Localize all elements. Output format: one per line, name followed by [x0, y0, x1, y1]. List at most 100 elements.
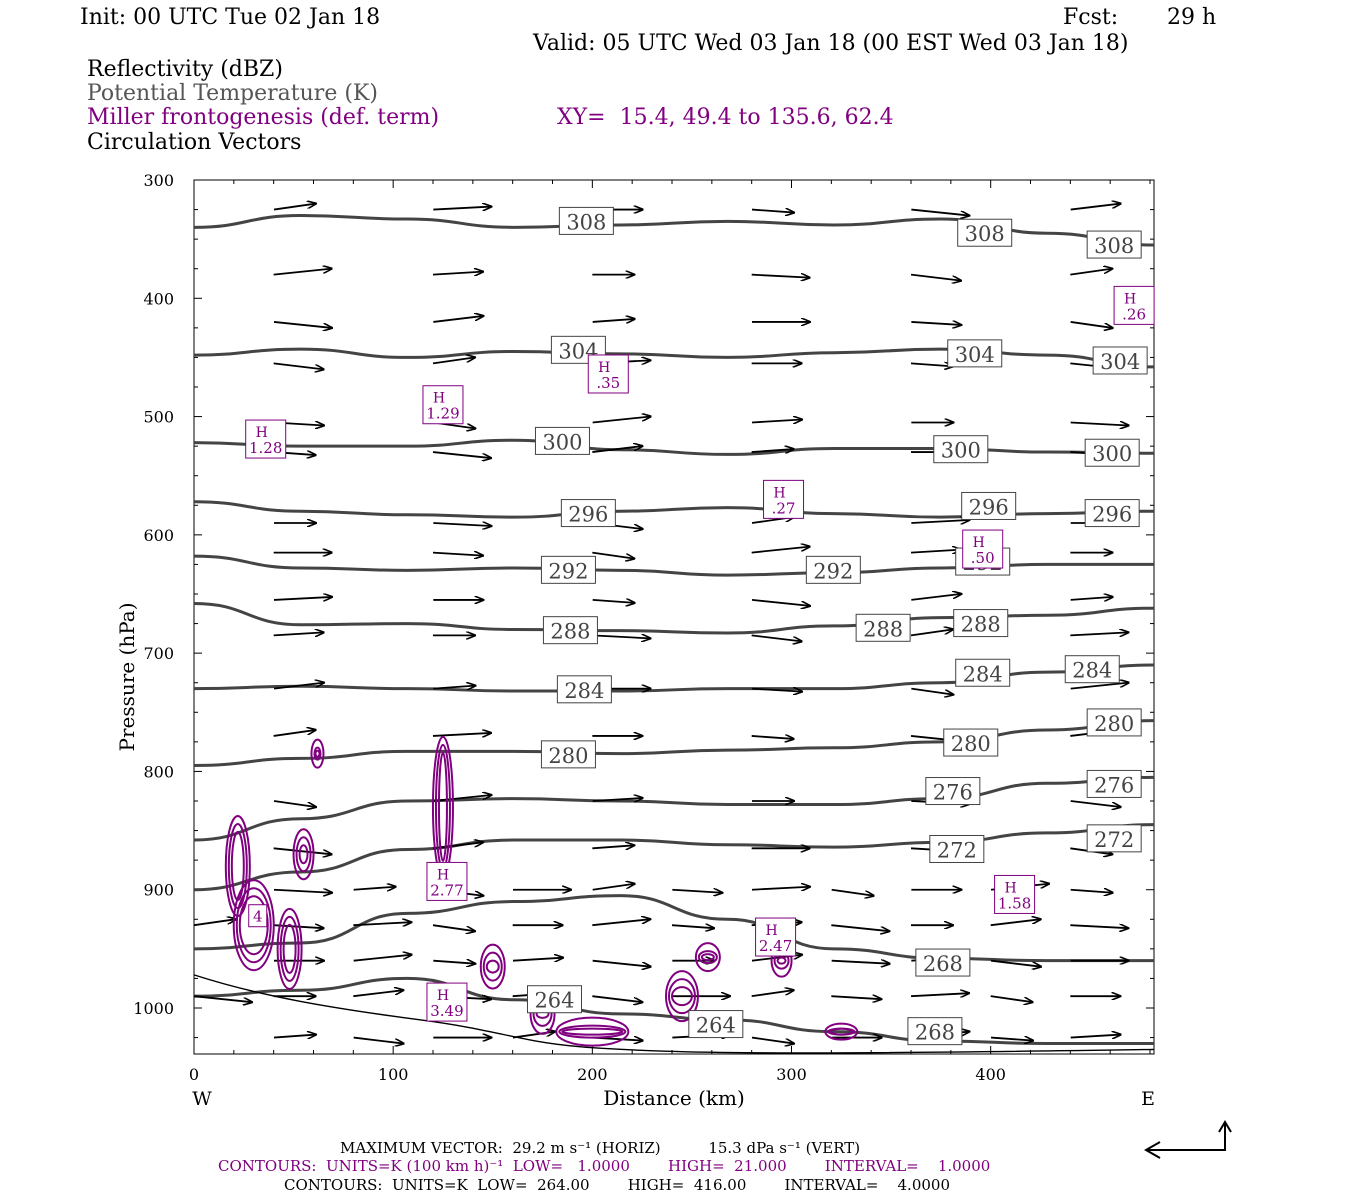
theta-contour-272 [193, 823, 1155, 892]
circulation-vector [273, 1035, 316, 1038]
circulation-vector [353, 887, 396, 890]
circulation-vector [831, 996, 881, 999]
theta-label-box [540, 555, 596, 584]
frontogenesis-max-value: 1.58 [998, 894, 1031, 912]
circulation-vector [751, 547, 810, 554]
circulation-vector [432, 842, 483, 850]
circulation-vector [751, 634, 802, 641]
theta-label-box [915, 948, 971, 977]
frontogenesis-contour [298, 844, 309, 865]
circulation-vector [1070, 597, 1113, 600]
frontogenesis-max-value: .26 [1122, 305, 1146, 323]
theta-label-box [1064, 655, 1120, 684]
y-axis-title: Pressure (hPa) [115, 603, 139, 752]
theta-label: 292 [813, 559, 853, 583]
circulation-vector [193, 995, 252, 1002]
frontogenesis-contour [670, 986, 693, 1007]
y-tick-label: 300 [143, 171, 174, 190]
valid-time: Valid: 05 UTC Wed 03 Jan 18 (00 EST Wed … [533, 31, 1129, 56]
frontogenesis-max-box [587, 354, 629, 394]
theta-label: 268 [923, 952, 963, 976]
y-tick-label: 800 [143, 762, 174, 781]
frontogenesis-contour [232, 879, 275, 972]
frontogenesis-contour [667, 978, 696, 1015]
theta-label-box [929, 834, 985, 863]
circulation-vector [592, 884, 635, 891]
theta-label: 280 [1094, 712, 1134, 736]
circulation-vector [273, 800, 316, 807]
theta-contour-304 [193, 347, 1155, 369]
frontogenesis-max-box [245, 419, 287, 459]
frontogenesis-max-marker: H [1124, 291, 1136, 307]
circulation-vector [751, 275, 810, 278]
x-tick-label: 0 [189, 1065, 199, 1084]
circulation-vector [592, 635, 650, 638]
circulation-vector [751, 887, 810, 890]
circulation-vector [592, 416, 651, 424]
y-tick-label: 600 [143, 526, 174, 545]
circulation-vector [273, 632, 324, 635]
frontogenesis-max-value: 4 [253, 908, 263, 926]
frontogenesis-max-value: 1.29 [426, 405, 459, 423]
y-tick-label: 500 [143, 408, 174, 427]
circulation-vector [433, 961, 475, 964]
theta-label-box [933, 435, 989, 464]
theta-label-box [925, 777, 981, 806]
circulation-vector [193, 919, 236, 927]
frontogenesis-contour [282, 923, 297, 974]
theta-label-box [947, 339, 1003, 368]
circulation-vector [1070, 269, 1112, 276]
circulation-vector [751, 689, 802, 692]
frontogenesis-contour [830, 1027, 853, 1036]
circulation-vector [592, 919, 650, 927]
theta-label: 264 [534, 989, 574, 1013]
y-tick-label: 400 [143, 289, 174, 308]
frontogenesis-contour [276, 907, 303, 990]
circulation-vector [671, 925, 714, 928]
theta-label-box [1086, 769, 1142, 798]
theta-contour-300 [193, 438, 1155, 456]
circulation-vector [433, 523, 491, 526]
frontogenesis-max-box [426, 861, 468, 901]
theta-label-box [943, 728, 999, 757]
theta-label-box [953, 609, 1009, 638]
circulation-vector [831, 961, 890, 964]
circulation-vector [910, 363, 953, 366]
x-axis-title: Distance (km) [603, 1086, 745, 1110]
frontogenesis-max-marker: H [598, 360, 610, 376]
circulation-vector [273, 321, 332, 328]
frontogenesis-contour [558, 1024, 627, 1039]
circulation-vector [273, 730, 316, 737]
frontogenesis-max-marker: H [1004, 880, 1016, 896]
theta-label-box [1086, 230, 1142, 259]
frontogenesis-max-marker: H [433, 391, 445, 407]
circulation-vector [910, 993, 969, 996]
frontogenesis-max-marker: H [437, 867, 449, 883]
reference-vector-up-head [1218, 1120, 1232, 1133]
theta-label-box [1084, 438, 1140, 467]
circulation-vector [751, 419, 802, 422]
theta-label-box [526, 985, 582, 1014]
circulation-vector [990, 919, 1041, 927]
theta-contour-268 [193, 894, 1154, 963]
init-time: Init: 00 UTC Tue 02 Jan 18 [80, 5, 381, 30]
theta-label: 308 [566, 210, 606, 234]
circulation-vector [432, 924, 475, 931]
circulation-vector [911, 687, 953, 695]
frontogenesis-max-box [426, 982, 468, 1022]
circulation-vector [432, 451, 491, 458]
reference-vector [1148, 1124, 1226, 1151]
theta-contour-264 [193, 976, 1154, 1045]
theta-label: 272 [1094, 828, 1134, 852]
circulation-vector [592, 319, 635, 322]
theta-label-box [1084, 499, 1140, 528]
circulation-vector [1070, 925, 1128, 928]
circulation-vector [432, 553, 483, 556]
frontogenesis-max-box [763, 479, 805, 519]
frontogenesis-max-marker: H [256, 425, 268, 441]
frontogenesis-max-box [422, 385, 464, 425]
max-vector-note: MAXIMUM VECTOR: 29.2 m s⁻¹ (HORIZ) 15.3 … [340, 1139, 861, 1157]
circulation-vector [751, 736, 794, 739]
circulation-vector [1070, 321, 1113, 328]
